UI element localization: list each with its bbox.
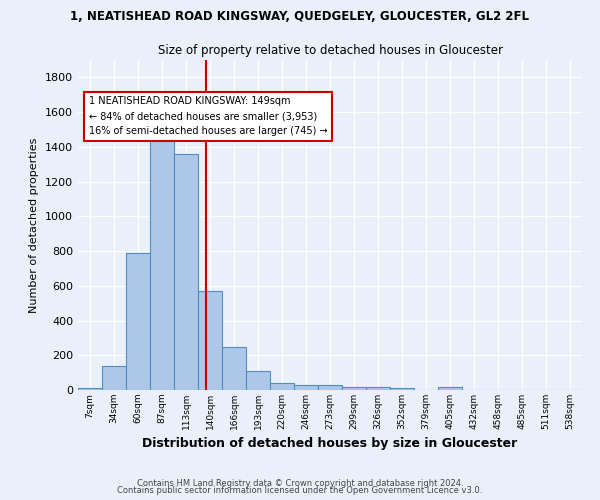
X-axis label: Distribution of detached houses by size in Gloucester: Distribution of detached houses by size … <box>142 438 518 450</box>
Text: Contains HM Land Registry data © Crown copyright and database right 2024.: Contains HM Land Registry data © Crown c… <box>137 478 463 488</box>
Bar <box>438 386 462 390</box>
Bar <box>342 388 366 390</box>
Bar <box>294 386 318 390</box>
Bar <box>198 291 222 390</box>
Bar <box>102 366 126 390</box>
Bar <box>126 253 150 390</box>
Bar <box>366 386 390 390</box>
Bar <box>78 388 102 390</box>
Text: 1, NEATISHEAD ROAD KINGSWAY, QUEDGELEY, GLOUCESTER, GL2 2FL: 1, NEATISHEAD ROAD KINGSWAY, QUEDGELEY, … <box>71 10 530 23</box>
Bar <box>222 346 246 390</box>
Title: Size of property relative to detached houses in Gloucester: Size of property relative to detached ho… <box>157 44 503 58</box>
Text: 1 NEATISHEAD ROAD KINGSWAY: 149sqm
← 84% of detached houses are smaller (3,953)
: 1 NEATISHEAD ROAD KINGSWAY: 149sqm ← 84%… <box>89 96 328 136</box>
Y-axis label: Number of detached properties: Number of detached properties <box>29 138 40 312</box>
Bar <box>270 383 294 390</box>
Text: Contains public sector information licensed under the Open Government Licence v3: Contains public sector information licen… <box>118 486 482 495</box>
Bar <box>174 154 198 390</box>
Bar <box>318 386 342 390</box>
Bar <box>150 136 174 390</box>
Bar <box>390 388 414 390</box>
Bar <box>246 371 270 390</box>
